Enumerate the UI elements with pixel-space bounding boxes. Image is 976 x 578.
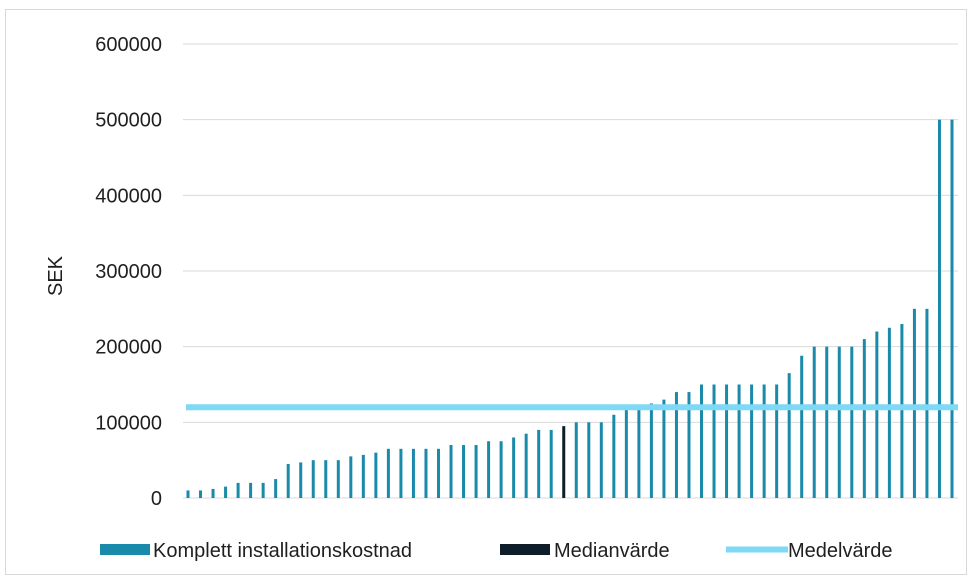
bar	[837, 346, 841, 498]
bar	[399, 448, 403, 498]
chart-frame	[5, 9, 967, 575]
bar	[737, 384, 741, 498]
bar	[186, 490, 190, 498]
bar	[549, 429, 553, 498]
bar	[637, 407, 641, 498]
bars	[186, 119, 954, 499]
bar	[436, 448, 440, 498]
gridlines	[183, 43, 958, 499]
bar	[700, 384, 704, 498]
bar	[862, 339, 866, 498]
y-tick-label: 200000	[95, 337, 162, 359]
bar	[374, 452, 378, 498]
bar	[887, 327, 891, 498]
bar	[925, 308, 929, 498]
y-tick-label: 0	[151, 488, 162, 510]
legend-label-median: Medianvärde	[554, 540, 670, 562]
bar	[211, 488, 215, 498]
y-tick-label: 300000	[95, 261, 162, 283]
bar	[812, 346, 816, 498]
y-axis-ticks: 0 100000 200000 300000 400000 500000 600000	[95, 34, 162, 510]
bar	[462, 445, 466, 498]
bar	[787, 373, 791, 498]
bar	[386, 448, 390, 498]
bar	[649, 403, 653, 498]
bar	[349, 456, 353, 498]
bar	[449, 445, 453, 498]
bar	[599, 422, 603, 498]
bar	[775, 384, 779, 498]
bar	[224, 486, 228, 498]
legend-swatch-installation	[100, 544, 150, 555]
legend-swatch-median	[500, 544, 550, 555]
bar	[324, 460, 328, 498]
bar	[524, 433, 528, 498]
bar	[662, 399, 666, 498]
bar	[825, 346, 829, 498]
bar	[537, 429, 541, 498]
bar	[487, 441, 491, 498]
bar	[499, 441, 503, 498]
bar	[912, 308, 916, 498]
bar	[800, 355, 804, 498]
bar	[850, 346, 854, 498]
bar	[236, 482, 240, 498]
bar	[361, 454, 365, 498]
bar	[624, 407, 628, 498]
median-bar	[562, 426, 566, 498]
bar	[762, 384, 766, 498]
y-tick-label: 500000	[95, 110, 162, 132]
bar	[875, 331, 879, 498]
bar	[336, 460, 340, 498]
bar	[574, 422, 578, 498]
legend: Komplett installationskostnad Medianvärd…	[100, 540, 893, 562]
y-tick-label: 400000	[95, 185, 162, 207]
y-tick-label: 600000	[95, 34, 162, 56]
bar	[587, 422, 591, 498]
bar	[424, 448, 428, 498]
bar	[725, 384, 729, 498]
legend-label-installation: Komplett installationskostnad	[153, 540, 412, 562]
bar	[687, 392, 691, 498]
bar	[900, 323, 904, 498]
y-tick-label: 100000	[95, 412, 162, 434]
bar	[299, 462, 303, 498]
bar	[411, 448, 415, 498]
bar	[937, 119, 941, 499]
bar	[712, 384, 716, 498]
bar	[249, 482, 253, 498]
bar	[199, 490, 203, 498]
legend-label-mean: Medelvärde	[788, 540, 893, 562]
bar	[674, 392, 678, 498]
bar	[750, 384, 754, 498]
bar	[286, 463, 290, 498]
bar	[950, 119, 954, 499]
bar	[311, 460, 315, 498]
bar	[612, 414, 616, 498]
bar	[474, 445, 478, 498]
bar	[261, 482, 265, 498]
bar	[512, 437, 516, 498]
bar	[274, 479, 278, 498]
y-axis-label: SEK	[45, 255, 67, 296]
